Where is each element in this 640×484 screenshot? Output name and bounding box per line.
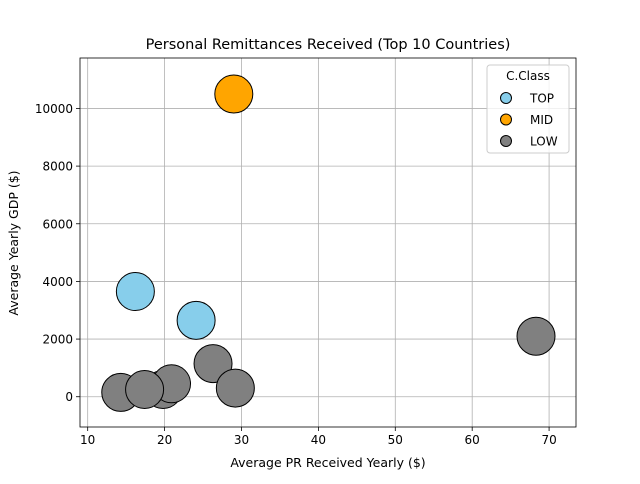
x-tick-label: 50 (388, 433, 403, 447)
x-tick-label: 70 (541, 433, 556, 447)
legend-entries: TOP MID LOW (500, 92, 558, 149)
y-tick-label: 10000 (35, 102, 73, 116)
x-axis-label: Average PR Received Yearly ($) (230, 455, 425, 470)
y-tick-label: 2000 (42, 333, 73, 347)
x-tick-label: 10 (80, 433, 95, 447)
data-points (101, 74, 556, 412)
legend-marker-low (500, 135, 512, 147)
legend-label-low: LOW (530, 135, 558, 149)
y-tick-label: 6000 (42, 217, 73, 231)
legend-label-top: TOP (529, 92, 554, 106)
y-tick-label: 4000 (42, 275, 73, 289)
y-axis-label: Average Yearly GDP ($) (6, 170, 21, 315)
x-tick-label: 30 (234, 433, 249, 447)
legend-label-mid: MID (530, 113, 553, 127)
y-tick-label: 0 (65, 390, 73, 404)
legend-frame (486, 64, 570, 154)
x-tick-label: 60 (465, 433, 480, 447)
axis-ticks: 10 20 30 40 50 60 70 0 2000 4000 6000 8000 10000 (35, 102, 557, 447)
data-point-low (125, 370, 165, 410)
legend: C.Class TOP MID LOW (486, 64, 570, 154)
data-point-top (115, 272, 155, 312)
data-point-low (215, 368, 255, 408)
data-point-low (516, 316, 556, 356)
data-point-top (176, 300, 216, 340)
legend-title: C.Class (506, 69, 550, 83)
chart-title: Personal Remittances Received (Top 10 Co… (146, 37, 511, 53)
plot-area-frame (79, 57, 577, 428)
legend-marker-top (500, 92, 512, 104)
x-tick-label: 20 (157, 433, 172, 447)
legend-marker-mid (500, 113, 512, 126)
data-point-low (193, 344, 233, 384)
data-point-mid (214, 74, 254, 114)
y-tick-label: 8000 (42, 160, 73, 174)
x-tick-label: 40 (311, 433, 326, 447)
